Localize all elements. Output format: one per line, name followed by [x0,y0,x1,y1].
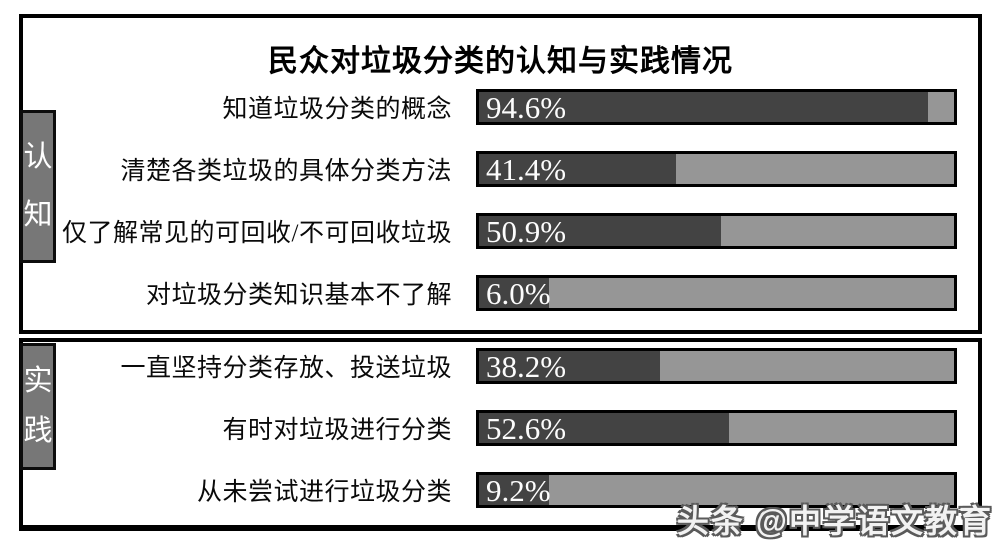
bar-value-label: 9.2% [486,472,551,508]
bar-row: 有时对垃圾进行分类 52.6% [23,397,978,459]
bar-track: 41.4% [476,151,957,187]
bar-track: 6.0% [476,275,957,311]
bar-row: 仅了解常见的可回收/不可回收垃圾 50.9% [23,200,978,262]
bar-fill: 6.0% [479,275,551,311]
bar-value-label: 52.6% [486,410,567,446]
bar-value-label: 38.2% [486,348,567,384]
bar-label: 清楚各类垃圾的具体分类方法 [120,158,452,185]
bar-row: 一直坚持分类存放、投送垃圾 38.2% [23,335,978,397]
bar-row: 知道垃圾分类的概念 94.6% [23,76,978,138]
bar-label: 知道垃圾分类的概念 [222,96,452,123]
bar-row: 对垃圾分类知识基本不了解 6.0% [23,262,978,324]
practice-section: 一直坚持分类存放、投送垃圾 38.2% 有时对垃圾进行分类 52.6% 从未尝试… [19,338,982,531]
watermark: 头条 @中学语文教育 [676,503,993,539]
bar-fill: 9.2% [479,472,551,508]
bar-track: 94.6% [476,89,957,125]
bar-value-label: 6.0% [486,275,551,311]
bar-label: 对垃圾分类知识基本不了解 [145,282,452,309]
bar-track: 50.9% [476,213,957,249]
bar-value-label: 41.4% [486,151,567,187]
bar-fill: 41.4% [479,151,676,187]
chart-title: 民众对垃圾分类的认知与实践情况 [268,45,733,78]
bar-fill: 52.6% [479,410,729,446]
cognition-rows: 知道垃圾分类的概念 94.6% 清楚各类垃圾的具体分类方法 41.4% 仅了解常… [23,76,978,324]
bar-fill: 38.2% [479,348,661,384]
bar-track: 9.2% [476,472,957,508]
bar-label: 有时对垃圾进行分类 [222,417,452,444]
bar-fill: 50.9% [479,213,721,249]
bar-row: 从未尝试进行垃圾分类 9.2% [23,459,978,521]
bar-fill: 94.6% [479,89,929,125]
category-char: 知 [23,199,53,232]
category-label-practice: 实践 [20,343,56,470]
practice-rows: 一直坚持分类存放、投送垃圾 38.2% 有时对垃圾进行分类 52.6% 从未尝试… [23,335,978,521]
bar-label: 从未尝试进行垃圾分类 [196,479,452,506]
bar-track: 38.2% [476,348,957,384]
category-char: 践 [23,415,53,447]
category-char: 实 [23,365,53,397]
bar-label: 一直坚持分类存放、投送垃圾 [120,355,452,382]
bar-value-label: 50.9% [486,213,567,249]
category-label-cognition: 认知 [20,110,56,263]
cognition-section: 民众对垃圾分类的认知与实践情况 知道垃圾分类的概念 94.6% 清楚各类垃圾的具… [19,14,982,334]
bar-track: 52.6% [476,410,957,446]
category-char: 认 [23,140,53,173]
bar-row: 清楚各类垃圾的具体分类方法 41.4% [23,138,978,200]
bar-value-label: 94.6% [486,89,567,125]
bar-label: 仅了解常见的可回收/不可回收垃圾 [62,220,452,247]
